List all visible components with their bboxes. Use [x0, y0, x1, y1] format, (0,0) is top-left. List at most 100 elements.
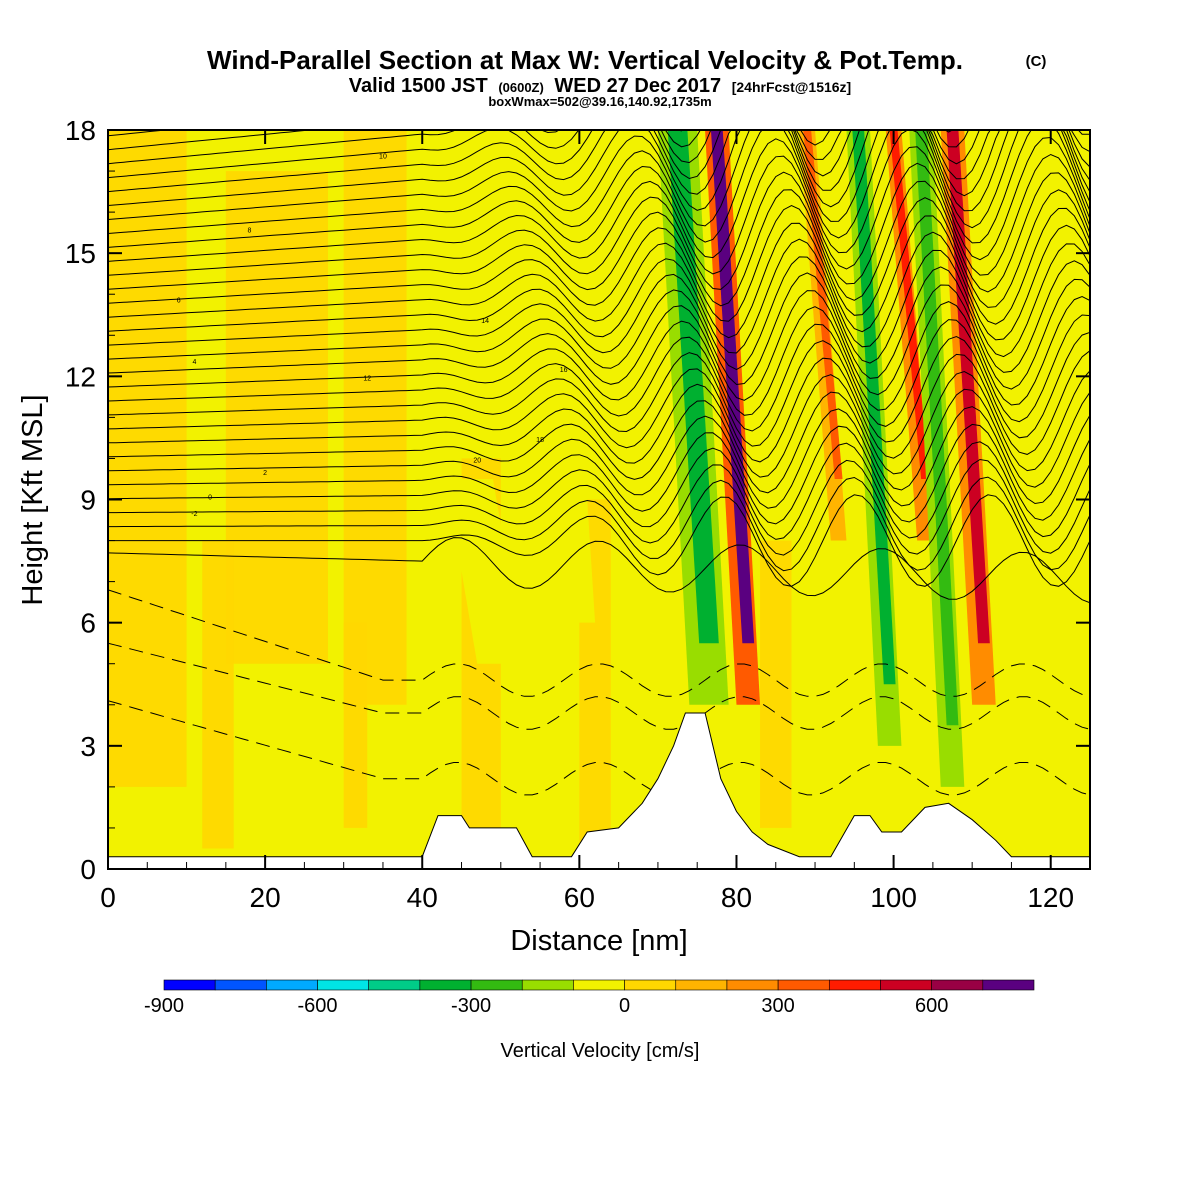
light-updraft-patch: [225, 171, 328, 664]
isentrope-line: [108, 476, 1090, 572]
x-tick-label: 120: [1027, 882, 1074, 913]
colorbar-swatch: [880, 979, 932, 991]
contour-label: 6: [177, 297, 181, 304]
isentrope-line: [108, 153, 1090, 290]
isentrope-dashed-line: [108, 700, 1090, 796]
isentrope-line: [108, 370, 1090, 478]
isentrope-line: [108, 314, 1090, 432]
isentrope-line: [108, 172, 1090, 307]
contour-label: 14: [481, 318, 489, 325]
y-tick-label: 6: [80, 608, 96, 639]
isentrope-line: [108, 423, 1090, 525]
light-updraft-patch: [343, 622, 368, 828]
isentrope-line: [108, 130, 1090, 211]
colorbar-swatch: [163, 979, 216, 991]
colorbar-swatch: [470, 979, 523, 991]
velocity-band-outer: [767, 130, 823, 582]
velocity-band-core: [889, 130, 929, 479]
colorbar-swatch: [982, 979, 1035, 991]
copyright-mark: (C): [1026, 53, 1047, 70]
contour-label: 18: [536, 437, 544, 444]
colorbar-swatch: [931, 979, 984, 991]
isentrope-line: [108, 136, 1090, 275]
isentrope-dashed-line: [108, 642, 1090, 730]
colorbar-tick-label: 300: [761, 995, 794, 1017]
y-axis-label: Height [Kft MSL]: [17, 394, 49, 605]
x-tick-label: 80: [721, 882, 752, 913]
isentrope-line: [108, 537, 1090, 604]
isentrope-line: [108, 388, 1090, 494]
x-tick-label: 60: [564, 882, 595, 913]
isentrope-line: [108, 130, 1090, 259]
colorbar: -900 -600 -300 0 300 600: [144, 979, 1035, 1017]
x-tick-label: 40: [407, 882, 438, 913]
isentrope-line: [108, 130, 1090, 243]
isentrope-line: [108, 458, 1090, 556]
velocity-band-core: [667, 130, 719, 644]
y-tick-label: 12: [65, 361, 96, 392]
colorbar-tick-label: -900: [144, 995, 184, 1017]
x-axis-label: Distance [nm]: [510, 925, 687, 957]
y-tick-label: 18: [65, 115, 96, 146]
contour-label: 2: [263, 470, 267, 477]
isentrope-line: [108, 130, 1090, 195]
light-updraft-patches: [108, 130, 792, 849]
colorbar-swatch: [573, 979, 625, 991]
isentrope-line: [108, 130, 1090, 180]
isentrope-line: [108, 207, 1090, 339]
colorbar-tick-label: -600: [298, 995, 338, 1017]
colorbar-tick-label: 600: [915, 995, 948, 1017]
colorbar-tick-label: 0: [619, 995, 630, 1017]
colorbar-swatch: [419, 979, 472, 991]
valid-zulu: (0600Z): [498, 80, 544, 95]
colorbar-swatch: [214, 979, 267, 991]
y-tick-label: 15: [65, 238, 96, 269]
colorbar-swatch: [521, 979, 574, 991]
light-updraft-patch: [202, 540, 234, 849]
light-updraft-patch: [108, 130, 187, 787]
colorbar-swatch: [828, 979, 881, 991]
colorbar-swatch: [675, 979, 728, 991]
valid-time: Valid 1500 JST: [349, 75, 488, 97]
contour-label: 20: [473, 458, 481, 465]
box-info: boxWmax=502@39.16,140.92,1735m: [488, 94, 711, 109]
y-tick-label: 0: [80, 854, 96, 885]
isentrope-line: [108, 278, 1090, 401]
chart-title: Wind-Parallel Section at Max W: Vertical…: [207, 45, 963, 75]
contour-label: 12: [363, 375, 371, 382]
forecast-info: [24hrFcst@1516z]: [732, 79, 851, 95]
contour-label: 8: [247, 228, 251, 235]
colorbar-swatch: [726, 979, 779, 991]
isentrope-line: [108, 441, 1090, 540]
colorbar-swatch: [624, 979, 677, 991]
isentrope-line: [108, 130, 1090, 227]
potential-temperature-contours: [108, 130, 1090, 796]
isentrope-line: [108, 130, 1090, 165]
isentrope-line: [108, 295, 1090, 416]
x-tick-label: 100: [870, 882, 917, 913]
x-tick-label: 20: [250, 882, 281, 913]
colorbar-swatch: [777, 979, 830, 991]
isentrope-line: [108, 350, 1090, 463]
contour-label: 4: [192, 359, 196, 366]
colorbar-swatch: [317, 979, 370, 991]
y-tick-label: 9: [80, 485, 96, 516]
light-updraft-patch: [343, 130, 407, 705]
velocity-band-outer: [524, 130, 596, 623]
isentrope-line: [108, 494, 1090, 587]
isentrope-line: [108, 130, 954, 151]
isentrope-line: [108, 224, 1090, 354]
isentrope-line: [108, 243, 1090, 371]
y-tick-label: 3: [80, 731, 96, 762]
contour-label: -2: [191, 511, 197, 518]
x-tick-label: 0: [100, 882, 116, 913]
colorbar-tick-label: -300: [451, 995, 491, 1017]
colorbar-label: Vertical Velocity [cm/s]: [501, 1040, 700, 1062]
isentrope-line: [108, 189, 1090, 322]
contour-label: 0: [208, 495, 212, 502]
plot-area: -2 0 2 4 6 8 10 12 14 16 18 20: [108, 130, 1090, 869]
colorbar-swatch: [368, 979, 421, 991]
chart-subtitle: Valid 1500 JST (0600Z) WED 27 Dec 2017 […: [349, 75, 851, 97]
